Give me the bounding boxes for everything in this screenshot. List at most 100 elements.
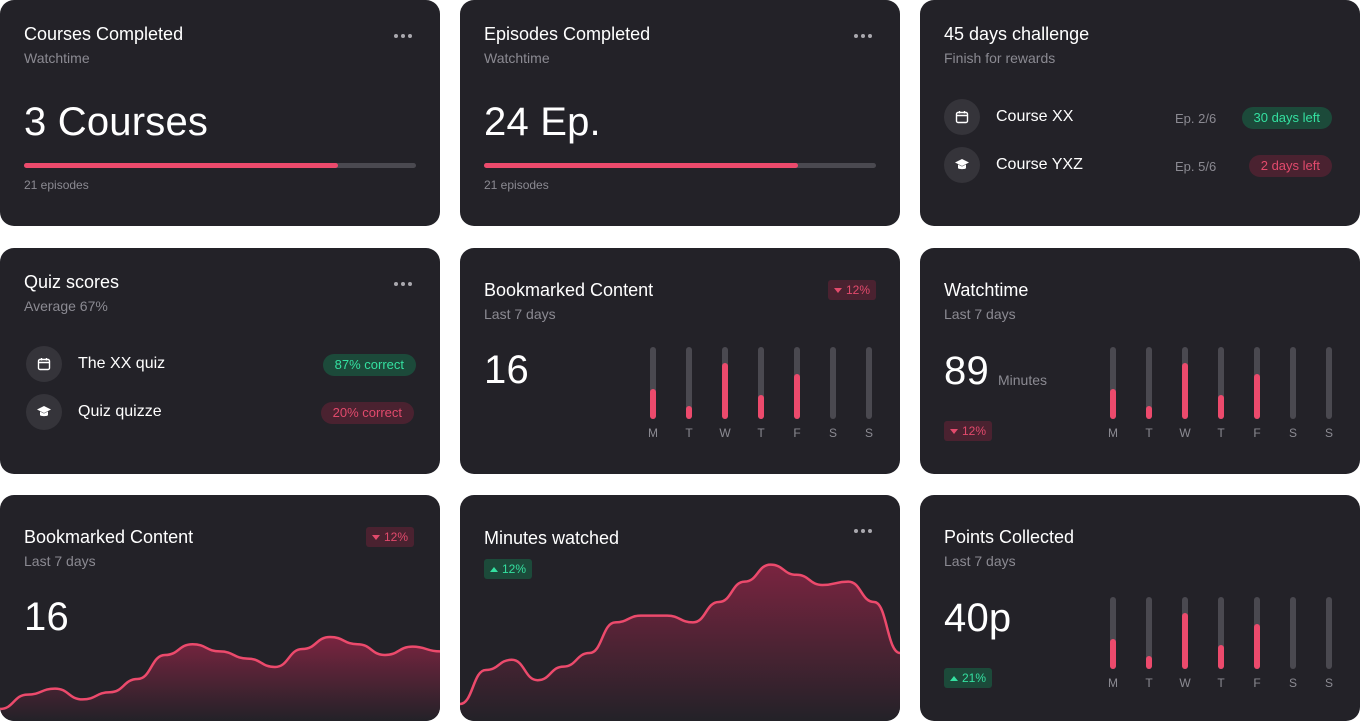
- bar-tick-label: T: [1145, 676, 1153, 690]
- bar-tick-label: F: [1253, 426, 1261, 440]
- card-title: Courses Completed: [24, 24, 184, 44]
- bar-tick-label: T: [685, 426, 693, 440]
- minutes-watched-card: Minutes watched 12%: [460, 495, 900, 721]
- trend-line: [460, 563, 900, 706]
- bar-column: M: [635, 347, 671, 440]
- bar-track: [1110, 347, 1116, 419]
- bar: [1218, 394, 1224, 419]
- bar-track: [1290, 597, 1296, 669]
- bar-column: W: [1167, 347, 1203, 440]
- card-title: Points Collected: [944, 527, 1075, 547]
- minutes-area-chart: [460, 563, 900, 721]
- status-badge: 87% correct: [322, 354, 416, 376]
- bar-track: [1326, 597, 1332, 669]
- courses-completed-card: Courses Completed Watchtime 3 Courses 21…: [0, 0, 440, 226]
- arrow-down-icon: [833, 287, 842, 293]
- more-options-icon[interactable]: [394, 282, 412, 286]
- bar-tick-label: W: [1179, 676, 1191, 690]
- bookmarked-content-area-card: Bookmarked Content Last 7 days 12% 16: [0, 495, 440, 721]
- bar-track: [1254, 347, 1260, 419]
- bar: [1254, 624, 1260, 669]
- bar-track: [1326, 347, 1332, 419]
- card-subtitle: Last 7 days: [944, 306, 1016, 322]
- trend-line: [0, 635, 440, 711]
- bookmarked-area-value: 16: [24, 595, 69, 639]
- episodes-progress: [484, 163, 876, 168]
- watchtime-unit: Minutes: [998, 372, 1048, 388]
- bar-track: [830, 347, 836, 419]
- bar-track: [1254, 597, 1260, 669]
- quiz-item-label[interactable]: Quiz quizze: [78, 403, 162, 420]
- status-badge: 30 days left: [1241, 107, 1332, 129]
- bar-track: [1218, 597, 1224, 669]
- watchtime-card: Watchtime Last 7 days 89 Minutes 12% M T W…: [920, 248, 1360, 474]
- bar: [686, 406, 692, 419]
- courses-footnote: 21 episodes: [24, 178, 89, 192]
- episodes-progress-fill: [484, 163, 798, 168]
- episodes-footnote: 21 episodes: [484, 178, 549, 192]
- more-options-icon[interactable]: [394, 34, 412, 38]
- card-subtitle: Finish for rewards: [944, 50, 1056, 66]
- card-subtitle: Last 7 days: [24, 553, 96, 569]
- status-badge: 20% correct: [320, 402, 414, 424]
- bar-track: [1182, 597, 1188, 669]
- bar-column: S: [1275, 347, 1311, 440]
- bar-tick-label: S: [1288, 426, 1297, 440]
- bar-column: T: [1203, 347, 1239, 440]
- bar: [1110, 388, 1116, 419]
- card-title: 45 days challenge: [944, 24, 1090, 44]
- bar: [1254, 374, 1260, 419]
- bar: [1182, 612, 1188, 669]
- bar: [1146, 406, 1152, 419]
- change-badge: 12%: [365, 527, 414, 547]
- card-subtitle: Last 7 days: [944, 553, 1016, 569]
- bar-tick-label: S: [1288, 676, 1297, 690]
- challenge-item-label[interactable]: Course XX: [996, 108, 1074, 125]
- watchtime-value: 89: [944, 349, 989, 393]
- bar-track: [722, 347, 728, 419]
- more-options-icon[interactable]: [854, 34, 872, 38]
- card-title: Quiz scores: [24, 272, 120, 292]
- change-value: 12%: [502, 562, 527, 576]
- bar-tick-label: S: [1324, 676, 1333, 690]
- bar: [758, 394, 764, 419]
- graduation-cap-icon: [26, 394, 62, 430]
- arrow-down-icon: [950, 428, 958, 434]
- bar-tick-label: S: [864, 426, 873, 440]
- bar-tick-label: S: [828, 426, 837, 440]
- bar-track: [866, 347, 872, 419]
- bar-tick-label: W: [719, 426, 731, 440]
- challenge-card: 45 days challenge Finish for rewards Cou…: [920, 0, 1360, 226]
- arrow-down-icon: [371, 534, 380, 540]
- bar: [1110, 638, 1116, 669]
- bar-track: [794, 347, 800, 419]
- graduation-cap-icon: [944, 147, 980, 183]
- change-value: 21%: [962, 671, 987, 685]
- quiz-item-label[interactable]: The XX quiz: [78, 355, 166, 372]
- bar-track: [1146, 597, 1152, 669]
- bar-column: F: [779, 347, 815, 440]
- bar: [1146, 656, 1152, 669]
- change-value: 12%: [845, 283, 870, 297]
- card-title: Watchtime: [944, 280, 1029, 300]
- card-subtitle: Watchtime: [24, 50, 90, 66]
- bar-column: F: [1239, 597, 1275, 690]
- bar-track: [1110, 597, 1116, 669]
- bar: [650, 388, 656, 419]
- bar-column: S: [815, 347, 851, 440]
- bar-track: [686, 347, 692, 419]
- bar-track: [650, 347, 656, 419]
- points-collected-card: Points Collected Last 7 days 40p 21% M T W…: [920, 495, 1360, 721]
- area-fill: [0, 637, 440, 721]
- area-fill: [460, 564, 900, 721]
- courses-progress: [24, 163, 416, 168]
- bar-tick-label: T: [1217, 426, 1225, 440]
- bar-track: [1182, 347, 1188, 419]
- challenge-item-label[interactable]: Course YXZ: [996, 156, 1083, 173]
- quiz-scores-card: Quiz scores Average 67% The XX quiz 87% …: [0, 248, 440, 474]
- more-options-icon[interactable]: [854, 529, 872, 533]
- courses-progress-fill: [24, 163, 338, 168]
- bookmarked-content-bars-card: Bookmarked Content Last 7 days 12% 16 M T…: [460, 248, 900, 474]
